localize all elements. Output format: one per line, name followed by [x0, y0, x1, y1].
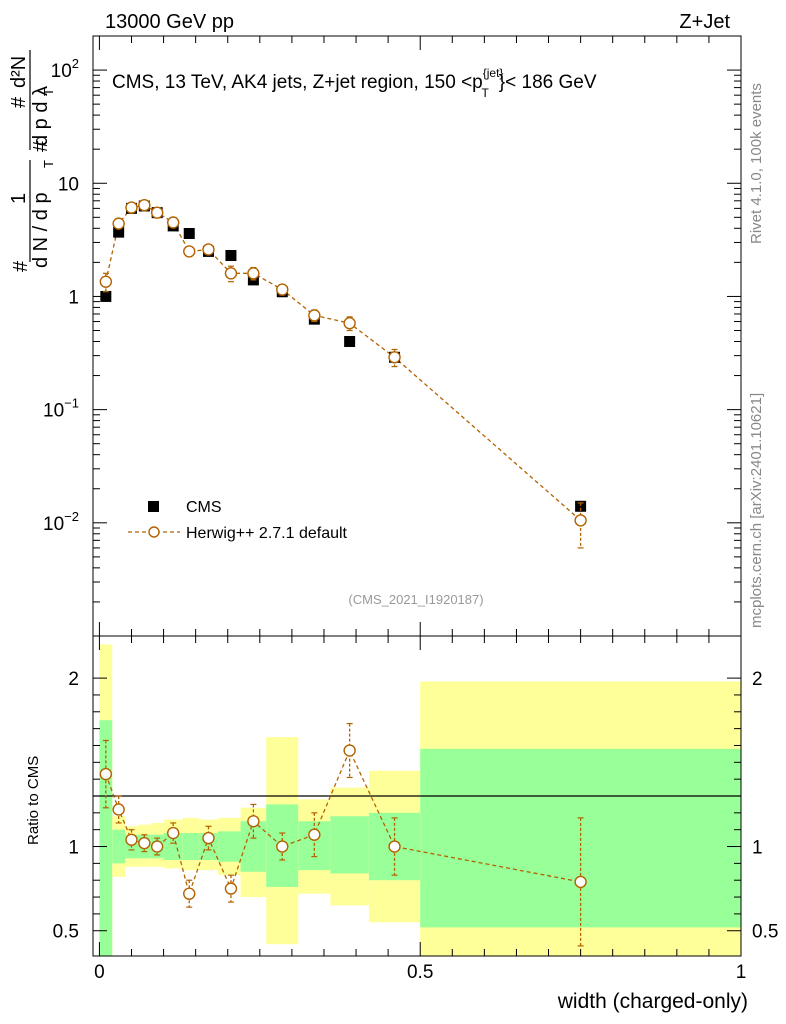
- ratio-point: [112, 803, 125, 816]
- ylabel-one: 1: [8, 193, 30, 204]
- ylabel-d2N: d²N: [8, 56, 30, 88]
- rivet-label: Rivet 4.1.0, 100k events: [748, 83, 765, 244]
- main-data: [99, 198, 587, 549]
- legend-cms-label: CMS: [186, 499, 222, 516]
- herwig-point: [202, 243, 215, 256]
- ratio-band-green: [112, 829, 126, 864]
- ratio-point: [224, 882, 238, 895]
- ratio-panel: 0.5 0.51 12 20 0.5 1 Ratio to CMS width (char…: [25, 635, 778, 1013]
- ratio-frame: [92, 635, 742, 957]
- herwig-point: [166, 216, 180, 229]
- main-ytick-label: 102: [51, 56, 79, 82]
- ratio-point: [276, 840, 289, 853]
- legend: CMS Herwig++ 2.7.1 default: [128, 499, 348, 542]
- legend-herwig-label: Herwig++ 2.7.1 default: [186, 525, 348, 542]
- mcplots-label: mcplots.cern.ch [arXiv:2401.10621]: [748, 393, 765, 628]
- herwig-point: [574, 514, 587, 527]
- main-ytick-label: 1: [68, 287, 79, 308]
- main-ytick-label: 10: [58, 174, 79, 195]
- ylabel-T-1: T: [41, 160, 56, 168]
- ylabel-T-2: T: [41, 88, 56, 96]
- main-panel: 10−2 10−1 1 10 102 (CMS_2021_I1920187) CMS, …: [8, 35, 742, 637]
- ylabel-hash-1: #: [10, 260, 32, 272]
- ratio-point: [183, 887, 196, 900]
- ylabel-dN-dpT: d N / d p: [30, 192, 52, 268]
- ratio-point: [388, 840, 401, 853]
- herwig-point: [224, 267, 238, 280]
- main-title: CMS, 13 TeV, AK4 jets, Z+jet region, 150…: [112, 66, 597, 100]
- ratio-point: [138, 836, 151, 850]
- herwig-point: [125, 201, 138, 214]
- ratio-xtick-label: 1: [736, 962, 747, 983]
- ratio-data: [99, 722, 587, 947]
- ratio-point: [202, 831, 215, 845]
- herwig-point: [276, 283, 289, 296]
- ratio-ytick-label-left: 2: [68, 669, 79, 690]
- ylabel-dpT-dlambda: d p d λ: [30, 86, 52, 146]
- ratio-point: [574, 875, 587, 889]
- ratio-point: [308, 828, 321, 841]
- ratio-point: [247, 815, 260, 828]
- ratio-point: [166, 826, 180, 840]
- legend-cms-marker: [148, 501, 159, 512]
- ratio-band-green: [218, 831, 241, 862]
- main-yticks: 10−2 10−1 1 10 102: [43, 35, 741, 637]
- ratio-ytick-label-right: 1: [752, 838, 763, 859]
- ratio-ytick-label-left: 1: [68, 838, 79, 859]
- ratio-ytick-label-right: 2: [752, 669, 763, 690]
- ratio-ytick-label-right: 0.5: [752, 922, 778, 943]
- herwig-point: [138, 198, 151, 212]
- ratio-xtick-label: 0: [94, 962, 105, 983]
- main-ylabel: # 1 d N / d p T # d²N # d p d λ T: [8, 50, 56, 272]
- header-right-label: Z+Jet: [679, 11, 730, 33]
- header-left-label: 13000 GeV pp: [105, 11, 234, 33]
- ratio-band-green: [163, 833, 183, 860]
- legend-herwig-marker: [148, 526, 160, 538]
- cms-point: [100, 290, 112, 302]
- ratio-point: [99, 767, 113, 781]
- main-ytick-label: 10−2: [43, 509, 79, 535]
- herwig-point: [112, 217, 125, 230]
- herwig-point: [308, 309, 321, 322]
- ratio-ticks: 0.5 0.51 12 20 0.5 1: [53, 636, 778, 983]
- cms-point: [225, 250, 237, 262]
- herwig-line: [105, 204, 582, 521]
- herwig-point: [247, 267, 260, 280]
- ratio-xlabel: width (charged-only): [557, 990, 748, 1013]
- main-xticks: [98, 36, 742, 636]
- ratio-band-green: [330, 816, 369, 874]
- cms-point: [113, 226, 125, 238]
- ratio-band-green: [182, 833, 199, 860]
- ratio-point: [125, 833, 138, 846]
- ylabel-hash-2: #: [30, 140, 52, 152]
- ratio-ytick-label-left: 0.5: [53, 922, 79, 943]
- herwig-point: [343, 317, 356, 330]
- herwig-point: [388, 351, 401, 364]
- main-watermark: (CMS_2021_I1920187): [348, 592, 483, 607]
- ratio-point: [343, 744, 356, 757]
- ylabel-hash-3: #: [8, 96, 30, 108]
- main-ytick-label: 10−1: [43, 396, 79, 422]
- cms-point: [575, 500, 587, 512]
- ratio-bands: [99, 644, 741, 956]
- herwig-point: [150, 206, 164, 219]
- ratio-point: [150, 840, 164, 853]
- cms-point: [183, 227, 195, 239]
- herwig-point: [183, 245, 196, 258]
- herwig-point: [99, 275, 113, 288]
- ratio-ylabel: Ratio to CMS: [25, 756, 42, 845]
- main-frame: [92, 35, 742, 637]
- ratio-xtick-label: 0.5: [407, 962, 433, 983]
- cms-point: [344, 335, 356, 347]
